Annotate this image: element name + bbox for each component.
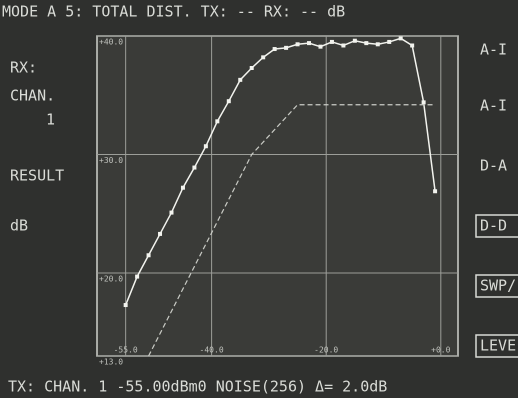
x-tick-label: +0.0	[431, 346, 450, 355]
data-point	[284, 46, 288, 50]
data-point	[169, 211, 173, 215]
footer: TX: CHAN. 1 -55.00dBm0 NOISE(256) Δ= 2.0…	[8, 378, 387, 396]
data-point	[433, 189, 437, 193]
data-point	[238, 78, 242, 82]
data-point	[192, 166, 196, 170]
data-point	[261, 55, 265, 59]
softkey[interactable]: LEVE	[480, 337, 516, 355]
data-point	[318, 45, 322, 49]
side-label: CHAN.	[10, 87, 55, 105]
softkey[interactable]: D-D	[480, 217, 507, 235]
side-label: RX:	[10, 59, 37, 77]
header: MODE A 5: TOTAL DIST. TX: -- RX: -- dB	[2, 3, 345, 21]
data-point	[330, 40, 334, 44]
data-point	[147, 253, 151, 257]
x-tick-label: -55.0	[114, 346, 138, 355]
data-point	[296, 42, 300, 46]
x-tick-label: -20.0	[314, 346, 338, 355]
x-tick-label: -40.0	[200, 346, 224, 355]
data-point	[158, 232, 162, 236]
data-point	[124, 303, 128, 307]
data-point	[204, 144, 208, 148]
page: {"screen": { "header": "MODE A 5: TOTAL …	[0, 0, 518, 398]
plot-frame	[97, 36, 458, 356]
data-point	[250, 66, 254, 70]
data-point	[181, 186, 185, 190]
data-point	[215, 119, 219, 123]
y-tick-label: +30.0	[99, 156, 123, 165]
side-label: RESULT	[10, 167, 64, 185]
data-point	[376, 42, 380, 46]
softkey[interactable]: D-A	[480, 157, 507, 175]
y-tick-label: +40.0	[99, 38, 123, 47]
y-tick-label: +13.0	[99, 358, 123, 367]
data-point	[227, 99, 231, 103]
data-point	[387, 40, 391, 44]
softkey[interactable]: A-I	[480, 41, 507, 59]
softkey[interactable]: SWP/	[480, 277, 516, 295]
data-point	[399, 36, 403, 40]
side-label: 1	[46, 111, 55, 129]
data-point	[341, 43, 345, 47]
data-point	[273, 47, 277, 51]
data-point	[135, 275, 139, 279]
side-label: dB	[10, 217, 28, 235]
data-point	[410, 43, 414, 47]
data-point	[364, 41, 368, 45]
data-point	[307, 41, 311, 45]
softkey[interactable]: A-I	[480, 97, 507, 115]
data-point	[422, 100, 426, 104]
y-tick-label: +20.0	[99, 275, 123, 284]
screen: MODE A 5: TOTAL DIST. TX: -- RX: -- dB T…	[0, 0, 518, 398]
data-point	[353, 39, 357, 43]
